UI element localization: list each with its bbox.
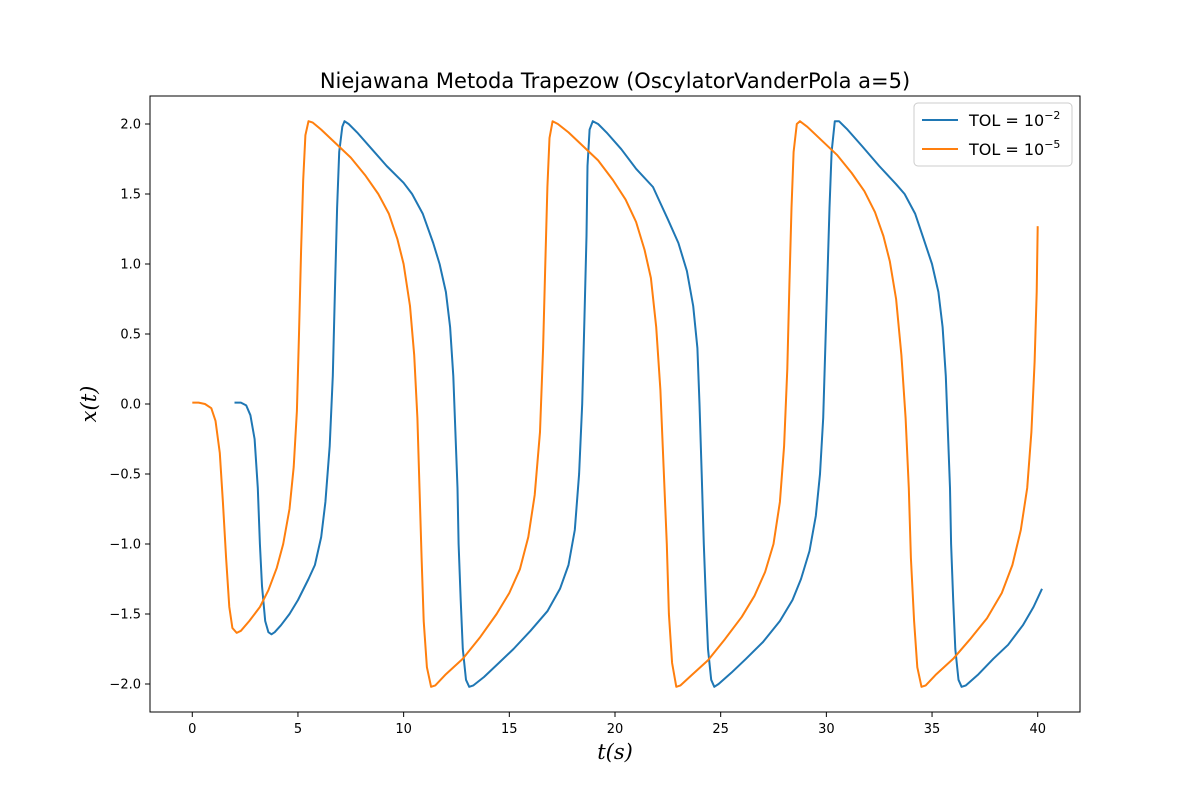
chart-title: Niejawana Metoda Trapezow (OscylatorVand… <box>320 69 910 93</box>
x-axis-label-text: t(s) <box>597 740 633 764</box>
x-tick-label: 25 <box>712 722 729 737</box>
y-tick-label: 2.0 <box>120 118 141 133</box>
series-line-tol-5 <box>192 120 1039 688</box>
legend-label-tol-2-exp: −2 <box>1044 109 1060 122</box>
legend-label-tol-5-exp: −5 <box>1044 138 1060 151</box>
y-axis-label: x(t) <box>77 386 101 423</box>
y-tick-label: 1.5 <box>120 188 141 203</box>
y-tick-label: −2.0 <box>109 678 141 693</box>
legend-label-tol-5-base: TOL = 10 <box>968 140 1044 159</box>
y-axis: −2.0 −1.5 −1.0 −0.5 0.0 0.5 1.0 1.5 2.0 <box>109 118 150 693</box>
legend-label-tol-5: TOL = 10−5 <box>968 138 1060 159</box>
x-tick-label: 20 <box>607 722 624 737</box>
x-tick-label: 0 <box>188 722 196 737</box>
y-tick-label: −1.0 <box>109 538 141 553</box>
legend: TOL = 10−2 TOL = 10−5 <box>913 102 1073 167</box>
y-tick-label: −1.5 <box>109 608 141 623</box>
x-tick-label: 5 <box>294 722 302 737</box>
legend-box <box>913 102 1073 167</box>
legend-label-tol-2-base: TOL = 10 <box>968 111 1044 130</box>
x-axis: 0 5 10 15 20 25 30 35 40 <box>188 712 1046 737</box>
y-tick-label: −0.5 <box>109 468 141 483</box>
y-tick-label: 0.5 <box>120 328 141 343</box>
y-tick-label: 0.0 <box>120 398 141 413</box>
y-axis-label-text: x(t) <box>77 386 101 423</box>
x-tick-label: 30 <box>818 722 835 737</box>
x-tick-label: 40 <box>1029 722 1046 737</box>
x-axis-label: t(s) <box>597 740 633 764</box>
x-tick-label: 35 <box>924 722 941 737</box>
series-line-tol-2 <box>234 120 1043 688</box>
x-tick-label: 15 <box>501 722 518 737</box>
x-tick-label: 10 <box>395 722 412 737</box>
legend-label-tol-2: TOL = 10−2 <box>968 109 1060 130</box>
y-tick-label: 1.0 <box>120 258 141 273</box>
series-layer <box>192 120 1043 688</box>
